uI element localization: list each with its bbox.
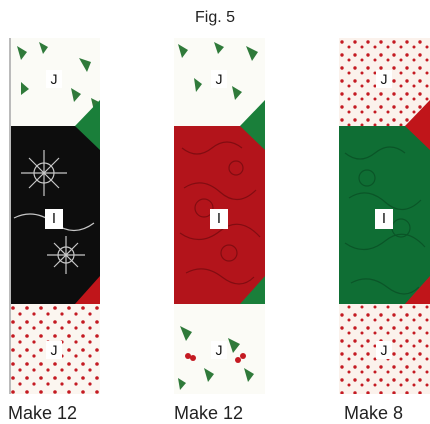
strip-3-caption: Make 8: [344, 403, 404, 423]
bottom-piece-label: J: [46, 341, 62, 359]
center-piece-label: I: [375, 209, 393, 229]
quilt-strip-1: J I J: [9, 38, 100, 394]
quilt-strip-3: J I J: [339, 38, 430, 394]
quilt-strip-2: J I J: [174, 38, 265, 394]
quilt-strip-1-art: [9, 38, 100, 394]
strip-2-caption: Make 12: [174, 403, 244, 423]
top-piece-label: J: [376, 70, 392, 88]
figure-title: Fig. 5: [194, 9, 235, 26]
quilt-strip-3-art: [339, 38, 430, 394]
center-piece-label: I: [45, 209, 63, 229]
center-piece-label: I: [210, 209, 228, 229]
bottom-piece-label: J: [211, 341, 227, 359]
top-piece-label: J: [46, 70, 62, 88]
top-piece-label: J: [211, 70, 227, 88]
strip-1-caption: Make 12: [8, 403, 78, 423]
bottom-piece-label: J: [376, 341, 392, 359]
